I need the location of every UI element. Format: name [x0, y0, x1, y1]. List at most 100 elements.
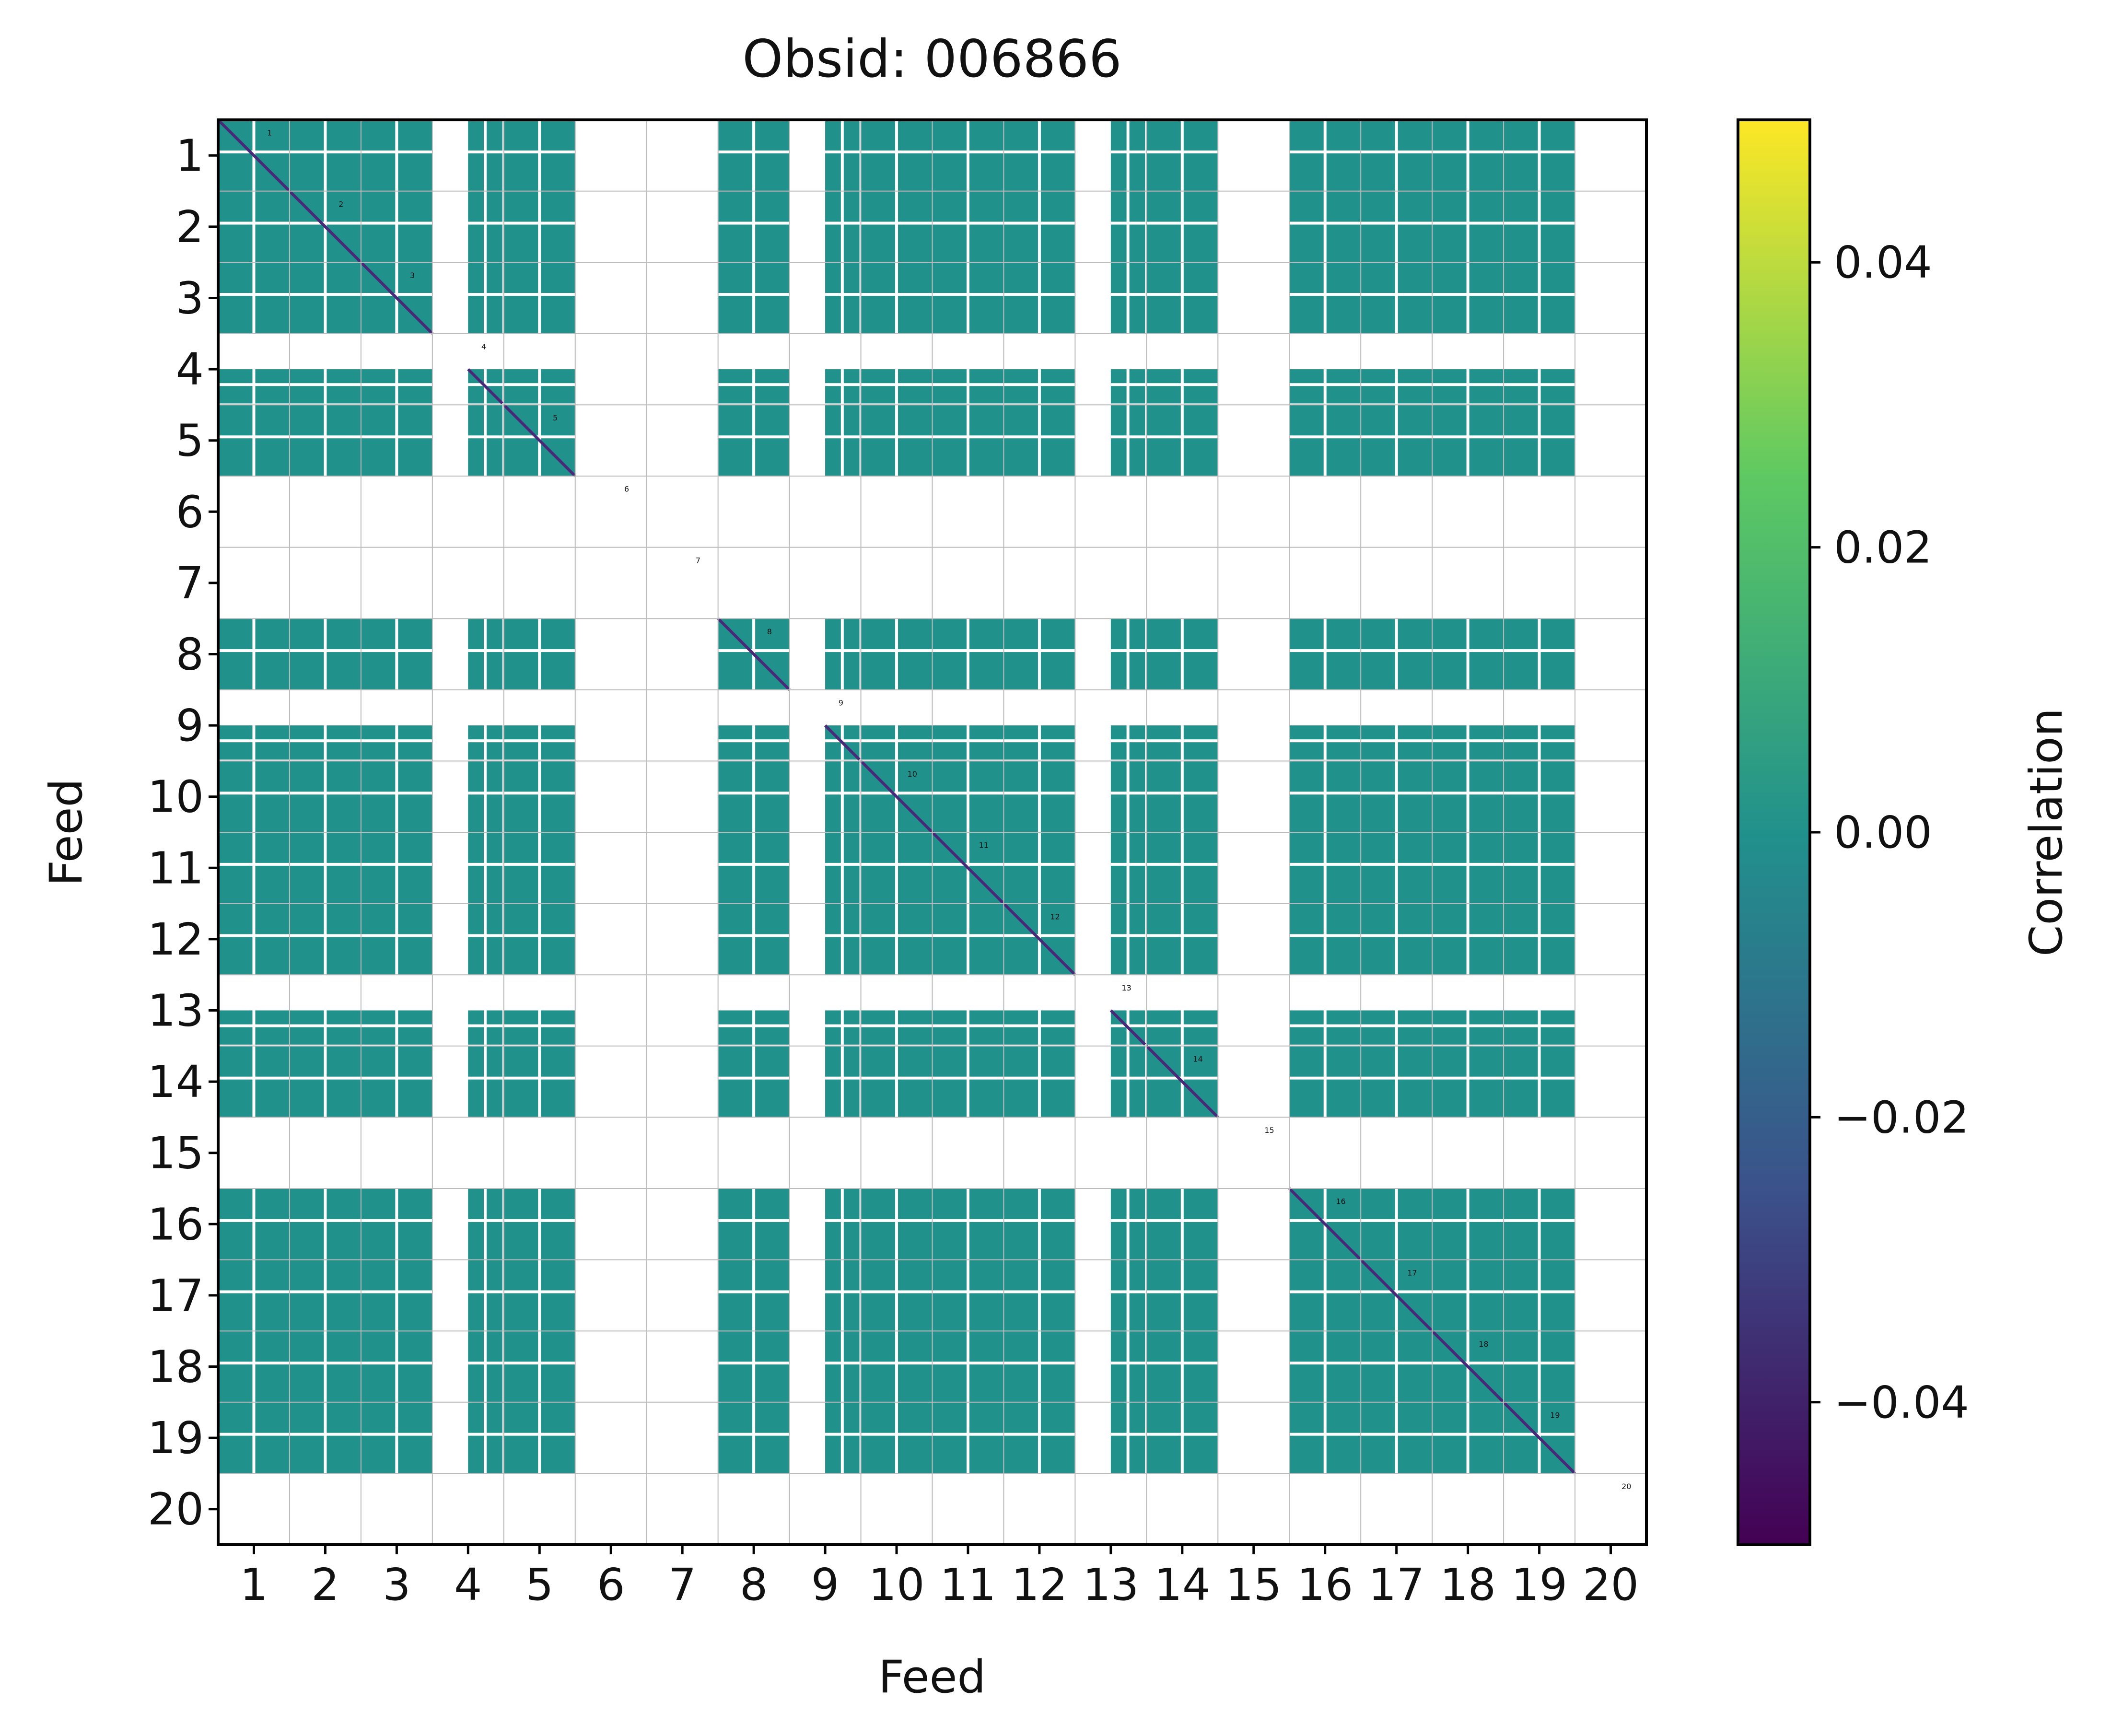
heatmap-block: [1110, 191, 1145, 263]
heatmap-block: [1109, 1009, 1146, 1046]
cell-gap-horizontal: [718, 1024, 790, 1027]
cell-gap-vertical: [538, 618, 541, 690]
heatmap-block: [468, 1331, 502, 1402]
cell-gap-horizontal: [1361, 1433, 1433, 1436]
y-tick-label: 1: [175, 130, 204, 181]
cell-gap-vertical: [966, 761, 969, 832]
cell-gap-horizontal: [503, 435, 575, 439]
heatmap-block: [861, 725, 933, 760]
cell-gap-vertical: [252, 903, 256, 975]
cell-gap-horizontal: [1146, 862, 1218, 866]
cell-gap-horizontal: [718, 383, 790, 386]
heatmap-block: [1431, 1330, 1505, 1403]
cell-gap-horizontal: [861, 1219, 933, 1222]
y-tick-label: 5: [175, 415, 204, 466]
cell-gap-horizontal: [861, 293, 933, 296]
heatmap-block: [1003, 405, 1075, 476]
cell-gap-horizontal: [503, 1219, 575, 1222]
cell-gap-horizontal: [289, 293, 361, 296]
cell-gap-horizontal: [468, 862, 502, 866]
cell-gap-horizontal: [1110, 649, 1145, 652]
cell-gap-vertical: [252, 1010, 256, 1045]
cell-gap-horizontal: [289, 934, 361, 937]
heatmap-block: [503, 262, 575, 334]
heatmap-block: [218, 832, 290, 904]
cell-gap-vertical: [895, 1259, 898, 1331]
cell-gap-vertical: [1126, 1188, 1130, 1260]
cell-gap-horizontal: [1504, 792, 1575, 795]
cell-gap-vertical: [1395, 120, 1398, 191]
cell-gap-horizontal: [1361, 1290, 1433, 1293]
heatmap-block: [1432, 191, 1504, 263]
cell-gap-vertical: [752, 1402, 756, 1474]
cell-gap-vertical: [966, 262, 969, 334]
cell-gap-vertical: [538, 191, 541, 263]
cell-gap-vertical: [1180, 832, 1184, 904]
diagonal-label: 11: [979, 841, 989, 850]
heatmap-block: [1289, 1259, 1361, 1331]
cell-gap-vertical: [324, 725, 327, 760]
cell-gap-horizontal: [1146, 1076, 1218, 1080]
cell-gap-vertical: [1323, 725, 1327, 760]
cell-gap-horizontal: [289, 862, 361, 866]
cell-gap-horizontal: [1146, 739, 1218, 743]
cell-gap-horizontal: [825, 1219, 860, 1222]
cell-gap-horizontal: [1289, 150, 1361, 153]
heatmap-block: [218, 1402, 290, 1474]
heatmap-block: [1504, 120, 1575, 191]
colorbar: [1737, 118, 1811, 1546]
heatmap-block: [1361, 120, 1433, 191]
cell-gap-horizontal: [1146, 1433, 1218, 1436]
heatmap-block: [718, 191, 790, 263]
cell-gap-vertical: [252, 618, 256, 690]
heatmap-block: [825, 1259, 860, 1331]
cell-gap-horizontal: [932, 435, 1004, 439]
cell-gap-vertical: [484, 1331, 487, 1402]
cell-gap-horizontal: [468, 934, 502, 937]
x-tick-label: 19: [1511, 1559, 1567, 1610]
heatmap-block: [1504, 903, 1575, 975]
heatmap-block: [1146, 405, 1218, 476]
cell-gap-vertical: [1038, 832, 1041, 904]
cell-gap-vertical: [252, 725, 256, 760]
cell-gap-vertical: [484, 120, 487, 191]
cell-gap-horizontal: [932, 1219, 1004, 1222]
x-tick-label: 7: [668, 1559, 697, 1610]
cell-gap-horizontal: [218, 862, 290, 866]
cell-gap-vertical: [840, 369, 844, 404]
cell-gap-horizontal: [289, 221, 361, 225]
cell-gap-horizontal: [503, 934, 575, 937]
cell-gap-vertical: [1323, 1402, 1327, 1474]
cell-gap-horizontal: [861, 649, 933, 652]
cell-gap-vertical: [895, 1402, 898, 1474]
cell-gap-vertical: [324, 618, 327, 690]
cell-gap-vertical: [1038, 369, 1041, 404]
heatmap-block: [1003, 725, 1075, 760]
heatmap-block: [1289, 761, 1361, 832]
cell-gap-horizontal: [289, 649, 361, 652]
cell-gap-vertical: [752, 1188, 756, 1260]
heatmap-block: [1432, 618, 1504, 690]
cell-gap-vertical: [395, 1188, 398, 1260]
cell-gap-horizontal: [503, 293, 575, 296]
heatmap-block: [861, 1402, 933, 1474]
cell-gap-vertical: [484, 1259, 487, 1331]
heatmap-block: [861, 903, 933, 975]
heatmap-block: [1289, 1331, 1361, 1402]
cell-gap-horizontal: [218, 1362, 290, 1365]
heatmap-block: [718, 1331, 790, 1402]
diagonal-line: [1145, 1045, 1219, 1118]
heatmap-block: [1003, 1259, 1075, 1331]
heatmap-block: [1110, 832, 1145, 904]
heatmap-block: [468, 1188, 502, 1260]
heatmap-block: [825, 120, 860, 191]
y-tick-label: 11: [148, 842, 204, 894]
cell-gap-vertical: [1538, 1046, 1541, 1118]
heatmap-block: [217, 118, 291, 192]
heatmap-block: [502, 404, 576, 478]
cell-gap-vertical: [840, 903, 844, 975]
heatmap-block: [1504, 1259, 1575, 1331]
cell-gap-vertical: [1038, 191, 1041, 263]
y-tick-label: 13: [148, 985, 204, 1037]
cell-gap-vertical: [1466, 405, 1470, 476]
